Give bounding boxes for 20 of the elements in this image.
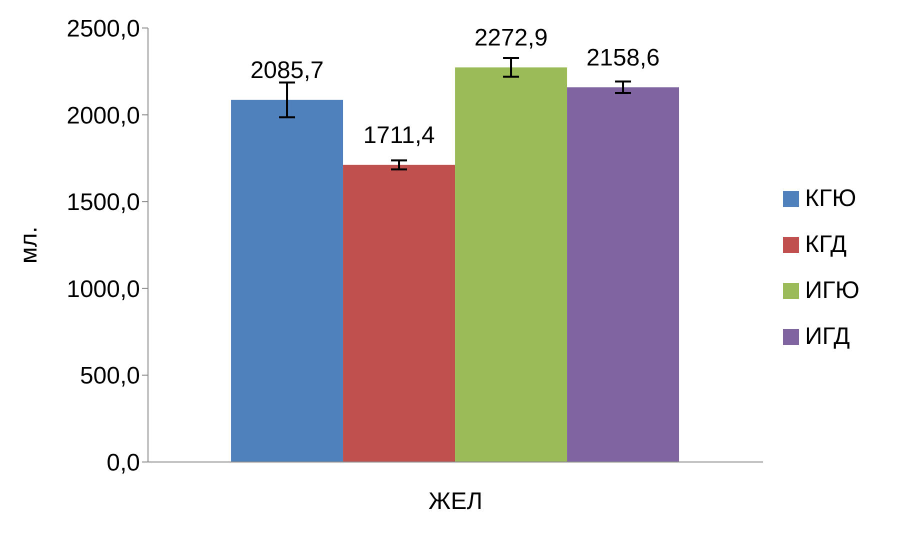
legend-label: КГЮ (805, 184, 856, 214)
y-tick-label: 1000,0 (66, 276, 140, 303)
y-tick-label: 2500,0 (66, 16, 140, 43)
y-tick-label: 2000,0 (66, 102, 140, 130)
bar (567, 87, 680, 462)
y-tick-label: 0,0 (106, 450, 140, 477)
data-label: 1711,4 (363, 122, 435, 149)
legend-label: ИГД (805, 322, 850, 352)
y-tick-label: 1500,0 (66, 189, 140, 216)
bar (231, 100, 344, 462)
legend-label: ИГЮ (805, 276, 860, 306)
y-tick-label: 500,0 (80, 362, 140, 390)
x-tick-label: ЖЕЛ (428, 488, 482, 516)
legend-label: КГД (805, 230, 847, 260)
data-label: 2085,7 (250, 56, 324, 84)
bar (455, 67, 568, 462)
y-axis-title: мл. (16, 226, 43, 264)
data-label: 2272,9 (474, 24, 548, 52)
data-label: 2158,6 (586, 44, 660, 72)
bar (343, 164, 456, 462)
